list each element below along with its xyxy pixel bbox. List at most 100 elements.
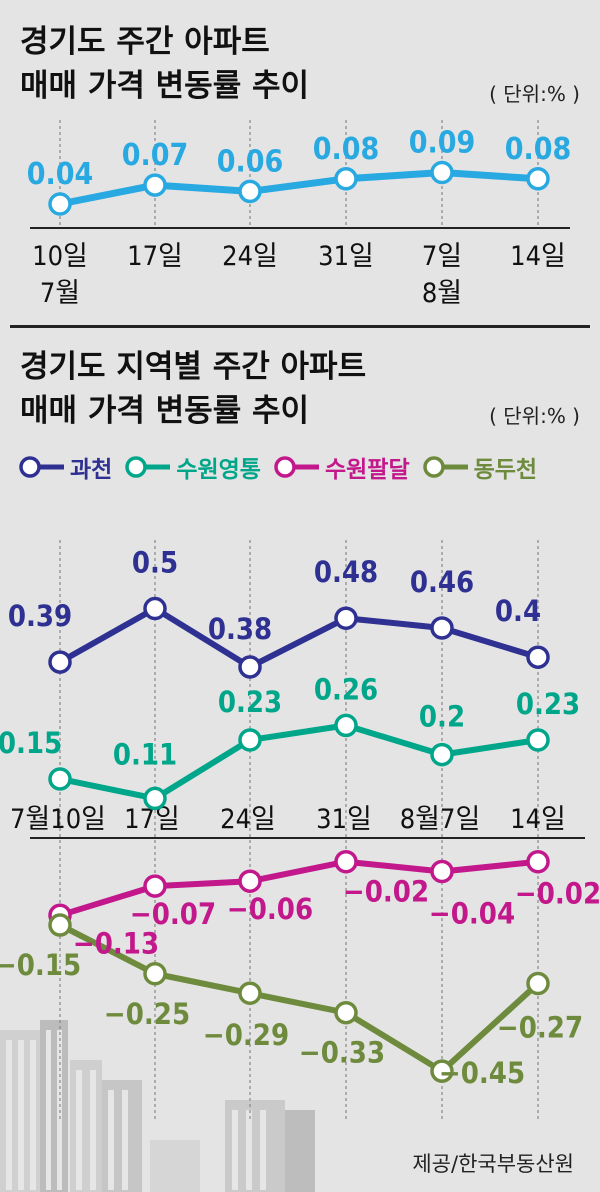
chart2-point bbox=[143, 962, 167, 986]
chart1-tick-label: 24일 bbox=[222, 241, 278, 272]
chart2-tick-label: 7월10일 bbox=[10, 804, 106, 835]
chart2-legend: 과천 수원영통 수원팔달 동두천 bbox=[16, 450, 537, 484]
chart2-point bbox=[526, 645, 550, 669]
chart2-point bbox=[143, 596, 167, 621]
chart2-point bbox=[334, 713, 358, 738]
chart2-data-label: 0.26 bbox=[314, 672, 378, 706]
legend-item: 수원영통 bbox=[122, 450, 261, 484]
chart1-title: 경기도 주간 아파트 매매 가격 변동률 추이 bbox=[20, 20, 309, 108]
chart2-data-label: −0.06 bbox=[227, 892, 313, 926]
chart2-data-label: 0.48 bbox=[314, 555, 378, 589]
chart1-tick-label: 14일 bbox=[510, 241, 566, 272]
chart2-point bbox=[238, 655, 262, 679]
chart1-point bbox=[238, 179, 262, 204]
chart2-data-label: −0.45 bbox=[439, 1056, 525, 1090]
chart2-tick-label: 31일 bbox=[316, 804, 372, 835]
chart2-point bbox=[430, 859, 454, 884]
chart2-data-label: −0.04 bbox=[429, 896, 515, 930]
legend-item: 수원팔달 bbox=[271, 450, 410, 484]
chart2-point bbox=[430, 616, 454, 640]
chart2-tick-label: 14일 bbox=[510, 804, 566, 835]
legend-label: 과천 bbox=[70, 457, 113, 483]
chart2-series-line bbox=[59, 858, 539, 919]
chart2-data-label: 0.15 bbox=[0, 726, 62, 760]
chart1-point bbox=[48, 192, 72, 216]
chart2-data-label: −0.07 bbox=[130, 897, 216, 931]
chart1-data-label: 0.06 bbox=[217, 144, 284, 179]
chart2-point bbox=[430, 1059, 454, 1083]
chart2-tick-label: 8월7일 bbox=[400, 804, 481, 835]
chart2-point bbox=[48, 767, 72, 791]
chart2-data-label: −0.15 bbox=[0, 948, 81, 982]
section-divider bbox=[10, 325, 590, 328]
chart1-data-label: 0.07 bbox=[122, 138, 189, 173]
chart2: 7월10일 17일 24일 31일 8월7일 14일 0.390.50.380.48 0.4… bbox=[0, 540, 600, 1120]
chart1-point bbox=[334, 167, 358, 191]
chart2-series-line bbox=[58, 922, 541, 1075]
chart2-data-label: −0.02 bbox=[515, 877, 600, 911]
chart2-unit-label: ( 단위:% ) bbox=[489, 404, 580, 428]
chart2-data-label: −0.13 bbox=[73, 926, 159, 960]
chart2-tick-label: 24일 bbox=[220, 804, 276, 835]
chart2-data-label: 0.5 bbox=[132, 546, 178, 580]
building-skyline-illustration bbox=[0, 1020, 315, 1192]
chart2-point bbox=[48, 650, 72, 674]
chart2-data-label: −0.27 bbox=[497, 1010, 583, 1044]
chart2-data-label: −0.33 bbox=[299, 1036, 385, 1070]
chart1-data-label: 0.08 bbox=[505, 132, 572, 167]
chart2-data-label: 0.11 bbox=[113, 737, 177, 771]
legend-marker-icon bbox=[19, 456, 64, 478]
chart2-title-line2: 매매 가격 변동률 추이 bbox=[20, 393, 310, 429]
legend-label: 수원팔달 bbox=[324, 457, 410, 483]
chart2-point bbox=[334, 606, 358, 630]
chart2-point bbox=[526, 849, 550, 874]
chart2-point bbox=[143, 874, 167, 898]
chart1-data-label: 0.09 bbox=[409, 126, 476, 161]
chart2-point bbox=[430, 742, 454, 767]
chart1-tick-label: 10일 bbox=[32, 241, 88, 272]
chart1-series-line bbox=[59, 169, 539, 208]
chart2-data-label: −0.25 bbox=[104, 997, 190, 1031]
legend-label: 동두천 bbox=[473, 457, 538, 483]
chart2-data-label: 0.2 bbox=[419, 700, 465, 734]
chart1-tick-month-label: 7월 bbox=[40, 278, 80, 309]
chart1-tick-month-label: 8월 bbox=[422, 278, 462, 309]
chart1-tick-label: 7일 bbox=[422, 241, 462, 272]
legend-label: 수원영통 bbox=[176, 457, 261, 483]
source-credit: 제공/한국부동산원 bbox=[408, 1148, 578, 1178]
chart2-title-line1: 경기도 지역별 주간 아파트 bbox=[20, 349, 367, 385]
legend-marker-icon bbox=[422, 456, 468, 478]
chart2-point bbox=[143, 786, 167, 811]
chart1: 0.04 0.07 0.06 0.08 0.09 0.08 10일 7월 17일 24일 31일 7… bbox=[27, 120, 572, 309]
chart2-data-label: 0.39 bbox=[8, 599, 72, 633]
chart2-point bbox=[334, 1000, 358, 1025]
chart1-data-label: 0.08 bbox=[313, 132, 380, 167]
chart2-series-line bbox=[59, 722, 539, 802]
chart1-data-label: 0.04 bbox=[27, 157, 94, 192]
chart2-series-line bbox=[58, 605, 539, 670]
chart2-data-label: 0.4 bbox=[495, 594, 541, 628]
chart2-point bbox=[48, 913, 72, 937]
legend-marker-icon bbox=[125, 456, 171, 478]
chart2-data-label: 0.46 bbox=[410, 565, 474, 599]
chart2-point bbox=[526, 728, 550, 752]
chart2-data-label: 0.23 bbox=[218, 685, 282, 719]
chart2-data-label: 0.38 bbox=[208, 612, 272, 646]
chart2-point bbox=[334, 849, 358, 874]
chart2-point bbox=[526, 971, 550, 996]
legend-item: 동두천 bbox=[420, 450, 537, 484]
chart1-tick-label: 17일 bbox=[127, 241, 183, 272]
chart2-point bbox=[238, 869, 262, 893]
chart2-title: 경기도 지역별 주간 아파트 매매 가격 변동률 추이 bbox=[20, 345, 366, 433]
chart2-data-label: 0.23 bbox=[516, 687, 580, 721]
chart2-data-label: −0.02 bbox=[343, 875, 429, 909]
chart2-point bbox=[238, 728, 262, 752]
chart1-tick-label: 31일 bbox=[318, 241, 374, 272]
chart1-title-line1: 경기도 주간 아파트 bbox=[20, 24, 270, 60]
chart1-title-line2: 매매 가격 변동률 추이 bbox=[20, 68, 310, 104]
chart2-point bbox=[238, 981, 262, 1005]
legend-item: 과천 bbox=[16, 450, 112, 484]
chart1-point bbox=[526, 167, 550, 191]
chart1-point bbox=[430, 160, 454, 185]
chart1-point bbox=[143, 173, 167, 197]
